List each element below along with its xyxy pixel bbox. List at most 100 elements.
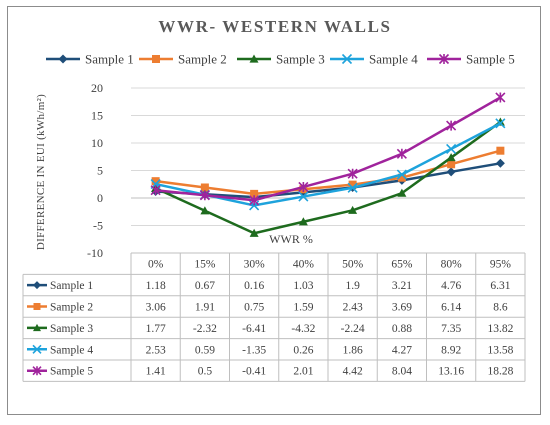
data-point [446,143,457,155]
data-point [396,148,407,159]
table-cell-value: 7.35 [441,323,461,335]
table-row-label: Sample 4 [50,344,93,356]
table-cell-value: 4.42 [343,366,363,378]
data-point [446,120,457,131]
table-cell-value: 4.27 [392,344,412,356]
table-cell-value: 8.6 [493,302,508,314]
series-5 [150,92,506,206]
table-cell-value: 6.31 [490,280,510,292]
table-cell-value: 1.91 [195,302,215,314]
table-cell-value: 1.03 [293,280,313,292]
table-row-label: Sample 5 [50,366,93,378]
table-cell-value: 8.92 [441,344,461,356]
table-row-label: Sample 3 [50,323,93,335]
table-cell-value: 8.04 [392,366,412,378]
chart-frame [7,6,541,415]
x-tick-label: 50% [342,259,364,271]
legend-label-5: Sample 5 [466,52,515,67]
data-point [298,191,309,202]
table-cell-value: 3.21 [392,280,412,292]
series-line-5 [155,96,502,202]
y-tick-label: 15 [91,109,103,123]
y-tick-label: 20 [91,81,103,95]
y-tick-label: 10 [91,136,103,150]
table-cell-value: 0.5 [198,366,213,378]
table-cell-value: -1.35 [242,344,266,356]
table-cell-value: 1.41 [146,366,166,378]
x-tick-label: 65% [391,259,413,271]
x-axis-label: WWR % [269,232,313,246]
y-tick-label: 5 [97,164,103,178]
x-tick-label: 40% [293,259,315,271]
y-tick-label: -5 [93,219,103,233]
table-cell-value: -0.41 [242,366,266,378]
table-cell-value: 4.76 [441,280,461,292]
table-cell-value: 1.18 [146,280,166,292]
table-cell-value: -4.32 [291,323,315,335]
data-point [396,169,407,180]
y-axis-label: DIFFERENCE IN EUI (kWh/m²) [35,94,47,250]
data-point [495,118,506,129]
table-cell-value: 3.69 [392,302,412,314]
data-point [249,228,259,237]
legend-marker-1 [58,54,68,64]
series-line-3 [155,120,502,235]
table-cell-value: 1.77 [146,323,166,335]
data-point [348,205,358,214]
table-cell-value: -6.41 [242,323,266,335]
table-cell-value: -2.32 [193,323,217,335]
table-cell-value: 0.16 [244,280,264,292]
data-point [347,168,358,179]
data-table: 0% 15% 30% 40% 50% 65% 80% 95% Sample 1 1.18 0.67 0… [22,252,526,382]
table-legend-marker [33,303,41,310]
table-cell-value: 1.59 [293,302,313,314]
data-point [200,183,209,192]
x-tick-label: 95% [490,259,512,271]
table-row-label: Sample 1 [50,280,93,292]
table-row-label: Sample 2 [50,302,93,314]
table-cell-value: 2.01 [293,366,313,378]
data-point [200,206,210,215]
data-point [496,146,505,155]
table-cell-value: -2.24 [341,323,365,335]
legend-marker-2 [152,55,160,63]
chart-title: WWR- WESTERN WALLS [158,17,391,36]
data-point [397,188,407,197]
x-tick-label: 30% [244,259,266,271]
series-line-1 [155,162,501,199]
legend-label-2: Sample 2 [178,52,227,67]
table-legend-marker [32,344,42,354]
legend-label-1: Sample 1 [85,52,134,67]
table-cell-value: 1.86 [343,344,363,356]
table-cell-value: 6.14 [441,302,461,314]
data-point [298,181,309,193]
y-axis: -10 -5 0 5 10 15 20 [87,81,103,260]
series-3 [151,117,505,237]
table-cell-value: 2.53 [146,344,166,356]
data-point [249,195,260,206]
y-tick-label: 0 [97,191,103,205]
table-cell-value: 13.58 [487,344,513,356]
data-point [397,173,406,182]
table-cell-value: 1.9 [345,280,360,292]
table-cell-value: 0.88 [392,323,412,335]
data-point [348,180,357,189]
data-point [151,177,160,186]
table-cell-value: 3.06 [146,302,166,314]
table-cell-value: 0.67 [195,280,215,292]
legend: Sample 1 Sample 2 Sample 3 Sample 4 Sample 5 [46,52,515,67]
data-point [199,190,210,201]
data-point [446,167,456,177]
table-cell-value: 13.16 [438,366,464,378]
y-tick-label: -10 [87,246,103,260]
legend-label-3: Sample 3 [276,52,325,67]
x-tick-label: 80% [441,259,463,271]
x-tick-label: 0% [148,259,164,271]
table-cell-value: 0.59 [195,344,215,356]
plot-area [150,92,506,237]
table-cell-value: 0.75 [244,302,264,314]
table-legend-marker [33,281,41,290]
legend-marker-3 [249,54,259,63]
table-cell-value: 0.26 [293,344,313,356]
